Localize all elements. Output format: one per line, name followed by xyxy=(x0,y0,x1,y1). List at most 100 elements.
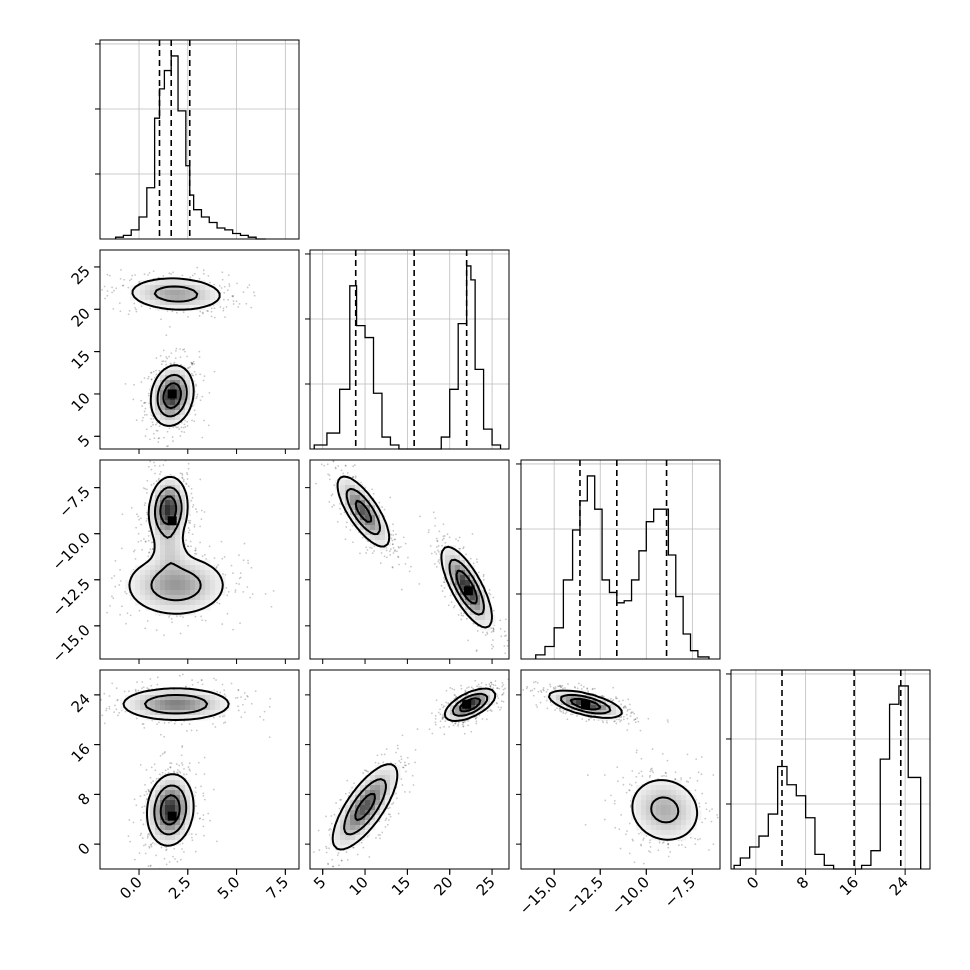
density-cell xyxy=(165,560,171,566)
sample-point xyxy=(243,542,246,545)
density-cell xyxy=(365,530,371,536)
peak-marker xyxy=(463,586,473,596)
sample-point xyxy=(137,515,140,518)
sample-point xyxy=(176,860,179,863)
density-cell xyxy=(455,595,461,601)
density-cell xyxy=(190,605,196,611)
sample-point xyxy=(391,803,393,806)
sample-point xyxy=(242,291,245,294)
density-cell xyxy=(460,555,466,561)
density-cell xyxy=(145,595,151,601)
sample-point xyxy=(388,806,391,809)
sample-point xyxy=(368,856,371,858)
density-cell xyxy=(185,380,191,386)
density-cell xyxy=(165,565,171,571)
density-cell xyxy=(465,600,471,606)
sample-point xyxy=(215,567,218,569)
sample-point xyxy=(418,583,421,585)
hist-background xyxy=(100,40,299,239)
density-cell xyxy=(485,615,491,621)
sample-point xyxy=(486,631,488,634)
density-cell xyxy=(210,595,216,601)
sample-point xyxy=(141,405,144,407)
density-cell xyxy=(155,800,161,806)
sample-point xyxy=(114,585,117,588)
sample-point xyxy=(144,852,147,855)
sample-point xyxy=(150,684,153,687)
sample-point xyxy=(189,540,192,543)
density-cell xyxy=(155,830,161,836)
sample-point xyxy=(505,634,507,637)
sample-point xyxy=(168,861,171,863)
sample-point xyxy=(269,697,272,700)
density-cell xyxy=(185,400,191,406)
density-cell xyxy=(170,490,176,496)
density-cell xyxy=(160,520,166,526)
sample-point xyxy=(191,679,193,681)
density-cell xyxy=(185,795,191,801)
density-cell xyxy=(185,560,191,566)
sample-point xyxy=(385,748,388,750)
sample-point xyxy=(221,623,224,625)
density-cell xyxy=(165,695,171,701)
sample-point xyxy=(120,268,122,271)
sample-point xyxy=(392,523,394,526)
density-cell xyxy=(475,615,481,621)
sample-point xyxy=(218,284,221,287)
sample-point xyxy=(241,703,244,706)
density-cell xyxy=(130,695,136,701)
sample-point xyxy=(247,559,249,562)
sample-point xyxy=(219,691,222,694)
density-cell xyxy=(160,555,166,561)
density-cell xyxy=(195,690,201,696)
density-cell xyxy=(185,790,191,796)
sample-point xyxy=(472,622,475,625)
sample-point xyxy=(407,762,410,765)
hist-background xyxy=(731,670,930,869)
density-cell xyxy=(150,570,156,576)
density-cell xyxy=(185,690,191,696)
contour-line xyxy=(150,486,202,602)
density-cell xyxy=(450,570,456,576)
density-cell xyxy=(160,700,166,706)
sample-point xyxy=(356,853,359,856)
density-cell xyxy=(215,300,221,306)
density-cell xyxy=(155,505,161,511)
sample-point xyxy=(325,845,327,848)
sample-point xyxy=(246,695,249,698)
hist-panel-p1 xyxy=(305,249,510,450)
sample-point xyxy=(189,276,192,279)
sample-point xyxy=(239,576,242,579)
sample-point xyxy=(391,565,394,568)
density-cell xyxy=(150,510,156,516)
sample-point xyxy=(326,463,329,466)
sample-point xyxy=(190,492,193,495)
sample-point xyxy=(213,557,216,560)
density-cell xyxy=(150,395,156,401)
contour-line xyxy=(354,499,478,605)
density-cell xyxy=(180,280,186,286)
sample-point xyxy=(344,538,347,541)
sample-point xyxy=(203,834,205,837)
sample-point xyxy=(436,540,439,543)
density-cell xyxy=(170,690,176,696)
density-cell xyxy=(470,615,476,621)
density-cell xyxy=(180,815,186,821)
density-cell xyxy=(190,305,196,311)
sample-point xyxy=(171,310,174,313)
sample-point xyxy=(150,378,153,381)
density-cell xyxy=(120,700,126,706)
density-cell xyxy=(185,295,191,301)
sample-point xyxy=(156,723,158,726)
density-cell xyxy=(215,575,221,581)
density-cell xyxy=(150,515,156,521)
density-cell xyxy=(150,285,156,291)
density-cell xyxy=(200,600,206,606)
density-cell xyxy=(180,560,186,566)
sample-point xyxy=(112,307,115,310)
density-cell xyxy=(480,590,486,596)
sample-point xyxy=(441,538,444,541)
sample-point xyxy=(337,465,340,467)
density-cell xyxy=(380,545,386,551)
density-cell xyxy=(160,535,166,541)
